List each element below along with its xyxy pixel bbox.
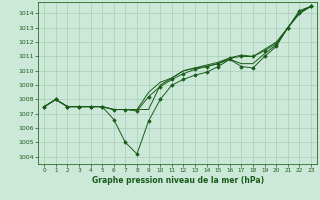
- X-axis label: Graphe pression niveau de la mer (hPa): Graphe pression niveau de la mer (hPa): [92, 176, 264, 185]
